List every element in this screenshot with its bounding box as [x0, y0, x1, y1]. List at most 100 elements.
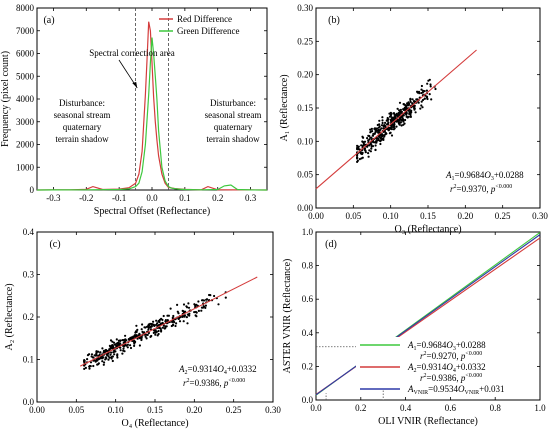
- y-tick-label-b: 0.20: [297, 70, 313, 80]
- y-tick-label-d: 0.8: [302, 261, 314, 271]
- legend-r2-d-part: <0.000: [465, 351, 482, 357]
- y-tick-label-d: 0.2: [302, 361, 313, 371]
- scatter-point: [131, 336, 134, 339]
- scatter-point: [187, 302, 190, 305]
- scatter-point: [121, 339, 124, 342]
- scatter-point: [379, 142, 382, 146]
- x-tick-label-c: 0.05: [68, 405, 84, 415]
- scatter-point: [368, 149, 371, 152]
- scatter-point: [142, 331, 145, 334]
- x-axis-label-a: Spectral Offset (Reflectance): [94, 206, 210, 217]
- scatter-point: [366, 145, 369, 148]
- scatter-point: [384, 121, 387, 124]
- panel-label-d: (d): [325, 239, 337, 250]
- scatter-point: [367, 155, 370, 158]
- scatter-point: [360, 157, 363, 160]
- fit-equation-b-part: +0.0288: [494, 170, 524, 180]
- scatter-point: [194, 310, 197, 314]
- scatter-point: [88, 353, 91, 356]
- y-tick-label-c: 0.4: [23, 227, 35, 237]
- scatter-point: [119, 339, 122, 342]
- scatter-point: [414, 111, 417, 114]
- scatter-point: [171, 316, 174, 319]
- scatter-point: [374, 144, 377, 147]
- y-tick-label-b: 0.30: [297, 3, 313, 13]
- scatter-point: [184, 310, 187, 313]
- scatter-point: [375, 139, 379, 142]
- fit-equation-c-part: A: [178, 364, 185, 374]
- scatter-point: [88, 365, 91, 368]
- legend-r2-d-part: 2: [424, 373, 427, 379]
- scatter-point: [411, 102, 414, 105]
- scatter-point: [157, 329, 160, 333]
- scatter-point: [124, 344, 128, 347]
- scatter-point: [399, 110, 402, 113]
- scatter-point: [417, 101, 420, 104]
- fit-r2-c: r2=0.9386, p<0.000: [183, 378, 245, 388]
- y-axis-label-c: A₂ (Reflectance): [4, 283, 15, 350]
- legend-equation-d-part: A: [407, 340, 414, 350]
- scatter-point: [156, 324, 159, 327]
- scatter-point: [390, 128, 393, 131]
- scatter-point: [83, 359, 86, 363]
- y-tick-label-a: 0: [30, 185, 35, 195]
- annotation-right-text: terrain shadow: [206, 134, 260, 144]
- scatter-point: [399, 108, 402, 111]
- scatter-point: [377, 126, 380, 129]
- legend-r2-d-part: p: [460, 373, 466, 383]
- scatter-point: [119, 349, 122, 352]
- scatter-point: [197, 309, 200, 312]
- scatter-point: [110, 351, 113, 354]
- plot-frame-d: [315, 231, 541, 401]
- scatter-point: [423, 90, 426, 93]
- scatter-point: [152, 320, 155, 323]
- scatter-point: [378, 135, 381, 138]
- scatter-point: [409, 100, 412, 103]
- scatter-point: [172, 320, 175, 323]
- scatter-point: [386, 123, 389, 126]
- scatter-point: [175, 322, 178, 325]
- scatter-point: [140, 328, 143, 331]
- scatter-point: [164, 319, 167, 322]
- fit-r2-c-part: r: [183, 378, 187, 388]
- scatter-point: [178, 320, 182, 323]
- scatter-point: [428, 93, 431, 96]
- fit-r2-c-part: 2: [187, 378, 190, 384]
- scatter-point: [434, 87, 437, 91]
- y-tick-label-a: 5000: [16, 71, 35, 81]
- scatter-point: [126, 343, 129, 346]
- scatter-point: [193, 311, 196, 314]
- scatter-point: [363, 140, 367, 143]
- scatter-point: [84, 366, 87, 369]
- scatter-point: [401, 116, 404, 119]
- scatter-point: [187, 306, 191, 309]
- scatter-point: [197, 300, 200, 303]
- scatter-point: [389, 115, 392, 118]
- x-tick-label-b: 0.25: [495, 211, 511, 221]
- scatter-point: [154, 331, 157, 334]
- scatter-point: [420, 104, 423, 107]
- scatter-point: [370, 136, 373, 139]
- x-tick-label-c: 0.20: [186, 405, 202, 415]
- fit-r2-c-part: <0.000: [228, 378, 245, 384]
- scatter-point: [405, 113, 408, 116]
- scatter-point: [356, 156, 359, 160]
- scatter-point: [111, 340, 114, 343]
- scatter-point: [86, 358, 89, 361]
- legend-equation-d-part: +0.0288: [456, 340, 486, 350]
- scatter-point: [370, 127, 373, 130]
- legend-r2-d-part: p: [460, 351, 466, 361]
- scatter-point: [109, 339, 113, 342]
- scatter-point: [383, 124, 386, 127]
- legend-equation-d: A1=0.9684O3+0.0288: [407, 340, 486, 352]
- y-tick-label-c: 0.2: [23, 312, 34, 322]
- scatter-point: [186, 313, 189, 316]
- scatter-point: [395, 125, 398, 128]
- scatter-point: [357, 145, 360, 148]
- scatter-points-b: [356, 78, 437, 163]
- scatter-point: [420, 84, 423, 88]
- x-tick-label-b: 0.20: [457, 211, 473, 221]
- scatter-point: [374, 127, 377, 131]
- scatter-point: [116, 353, 119, 356]
- x-tick-label-b: 0.30: [532, 211, 548, 221]
